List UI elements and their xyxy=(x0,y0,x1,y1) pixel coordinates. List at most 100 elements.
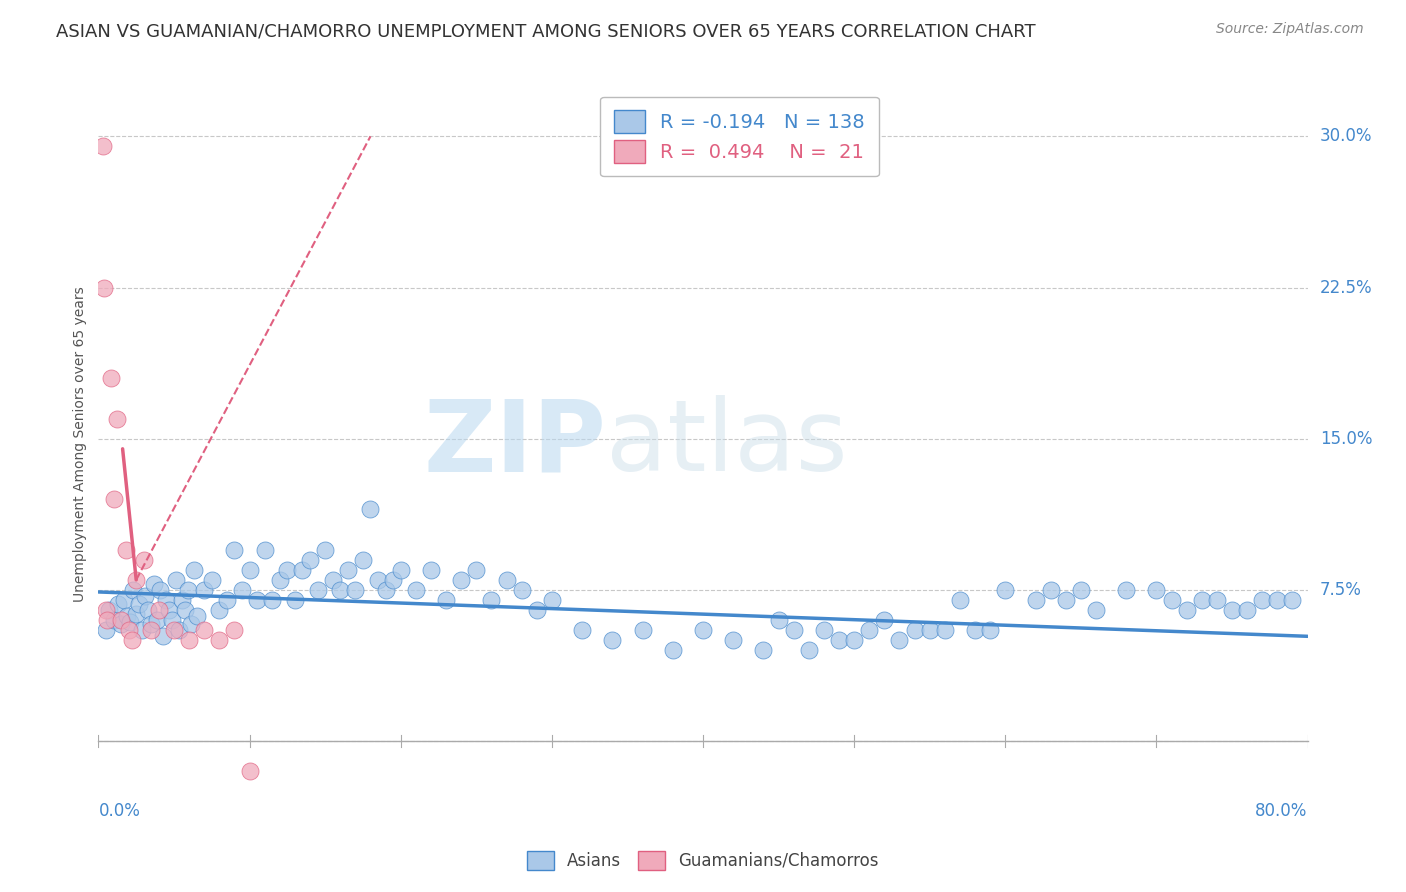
Point xyxy=(434,593,457,607)
Point xyxy=(322,573,344,587)
Point xyxy=(979,624,1001,638)
Point xyxy=(253,542,276,557)
Point xyxy=(246,593,269,607)
Point xyxy=(374,582,396,597)
Point xyxy=(360,502,382,516)
Point xyxy=(1267,593,1289,607)
Point xyxy=(114,542,136,557)
Point xyxy=(165,573,187,587)
Point xyxy=(1115,582,1137,597)
Point xyxy=(115,609,138,624)
Point xyxy=(1070,582,1092,597)
Point xyxy=(239,764,262,779)
Y-axis label: Unemployment Among Seniors over 65 years: Unemployment Among Seniors over 65 years xyxy=(73,286,87,601)
Text: 7.5%: 7.5% xyxy=(1320,581,1361,599)
Point xyxy=(631,624,654,638)
Point xyxy=(215,593,238,607)
Point xyxy=(540,593,562,607)
Point xyxy=(112,593,135,607)
Point xyxy=(284,593,307,607)
Point xyxy=(100,371,122,385)
Point xyxy=(420,563,443,577)
Point xyxy=(155,593,177,607)
Point xyxy=(602,633,624,648)
Point xyxy=(873,613,896,627)
Point xyxy=(186,609,208,624)
Point xyxy=(110,617,132,632)
Point xyxy=(132,552,155,566)
Point xyxy=(1085,603,1108,617)
Text: 0.0%: 0.0% xyxy=(98,802,141,820)
Point xyxy=(163,624,186,638)
Point xyxy=(994,582,1017,597)
Point xyxy=(844,633,866,648)
Point xyxy=(918,624,941,638)
Point xyxy=(131,624,153,638)
Point xyxy=(1024,593,1046,607)
Point xyxy=(797,643,820,657)
Point xyxy=(125,573,148,587)
Point xyxy=(465,563,488,577)
Text: 30.0%: 30.0% xyxy=(1320,128,1372,145)
Point xyxy=(1175,603,1198,617)
Point xyxy=(262,593,284,607)
Point xyxy=(94,624,117,638)
Point xyxy=(162,613,184,627)
Point xyxy=(1191,593,1213,607)
Text: 15.0%: 15.0% xyxy=(1320,430,1372,448)
Point xyxy=(783,624,806,638)
Point xyxy=(752,643,775,657)
Point xyxy=(405,582,427,597)
Point xyxy=(813,624,835,638)
Point xyxy=(1039,582,1062,597)
Point xyxy=(94,603,117,617)
Point xyxy=(121,633,143,648)
Point xyxy=(481,593,503,607)
Point xyxy=(122,582,145,597)
Point xyxy=(107,597,129,611)
Point xyxy=(180,617,202,632)
Point xyxy=(307,582,329,597)
Point xyxy=(239,563,262,577)
Point xyxy=(828,633,851,648)
Point xyxy=(125,607,148,621)
Point xyxy=(510,582,533,597)
Point xyxy=(269,573,291,587)
Legend: R = -0.194   N = 138, R =  0.494    N =  21: R = -0.194 N = 138, R = 0.494 N = 21 xyxy=(600,96,879,177)
Point xyxy=(208,633,231,648)
Text: Source: ZipAtlas.com: Source: ZipAtlas.com xyxy=(1216,22,1364,37)
Point xyxy=(299,552,322,566)
Point xyxy=(329,582,352,597)
Point xyxy=(148,603,170,617)
Point xyxy=(91,139,114,153)
Point xyxy=(170,593,193,607)
Point xyxy=(1160,593,1182,607)
Point xyxy=(152,629,174,643)
Legend: Asians, Guamanians/Chamorros: Asians, Guamanians/Chamorros xyxy=(520,844,886,877)
Point xyxy=(389,563,412,577)
Point xyxy=(93,280,115,294)
Point xyxy=(179,633,201,648)
Text: ZIP: ZIP xyxy=(423,395,606,492)
Point xyxy=(661,643,683,657)
Point xyxy=(352,552,374,566)
Point xyxy=(291,563,314,577)
Point xyxy=(344,582,367,597)
Point xyxy=(382,573,405,587)
Point xyxy=(118,624,141,638)
Point xyxy=(692,624,714,638)
Point xyxy=(1054,593,1077,607)
Point xyxy=(128,597,150,611)
Point xyxy=(858,624,880,638)
Text: atlas: atlas xyxy=(606,395,848,492)
Point xyxy=(723,633,745,648)
Text: 80.0%: 80.0% xyxy=(1256,802,1308,820)
Point xyxy=(208,603,231,617)
Point xyxy=(495,573,517,587)
Point xyxy=(949,593,972,607)
Point xyxy=(143,577,166,591)
Point xyxy=(276,563,298,577)
Point xyxy=(1220,603,1243,617)
Point xyxy=(136,603,159,617)
Point xyxy=(183,563,205,577)
